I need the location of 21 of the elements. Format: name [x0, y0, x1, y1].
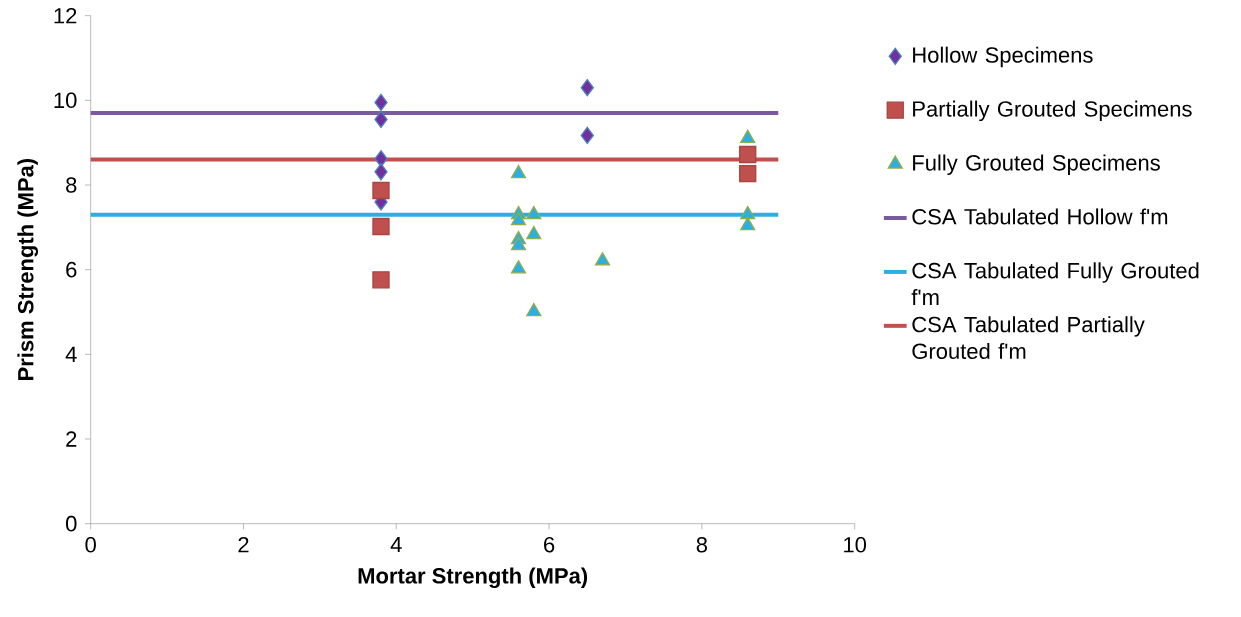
legend-label: Fully Grouted Specimens — [913, 154, 1160, 175]
x-axis-title: Mortar Strength (MPa) — [358, 567, 588, 589]
y-tick-label: 2 — [66, 431, 77, 447]
y-tick-label: 10 — [54, 92, 77, 109]
y-tick-label: 4 — [65, 346, 77, 362]
legend-label: CSA Tabulated Hollow f'm — [912, 208, 1168, 225]
x-tick-label: 6 — [544, 536, 555, 553]
y-tick-label: 6 — [66, 261, 77, 278]
x-tick-label: 2 — [238, 536, 249, 553]
x-tick-label: 8 — [696, 536, 708, 553]
legend-label: Partially Grouted Specimens — [913, 100, 1192, 122]
x-tick-label: 0 — [85, 536, 96, 553]
legend-label: CSA Tabulated Fully Grouted f'm — [911, 262, 1199, 305]
x-tick-label: 4 — [390, 536, 402, 553]
y-axis-title: Prism Strength (MPa) — [17, 158, 38, 381]
y-tick-label: 0 — [66, 515, 77, 532]
legend-label: CSA Tabulated Partially Grouted f'm — [912, 316, 1145, 360]
y-tick-label: 8 — [66, 177, 77, 193]
x-tick-label: 10 — [844, 536, 867, 553]
y-tick-label: 12 — [54, 7, 77, 24]
legend-label: Hollow Specimens — [913, 46, 1093, 68]
